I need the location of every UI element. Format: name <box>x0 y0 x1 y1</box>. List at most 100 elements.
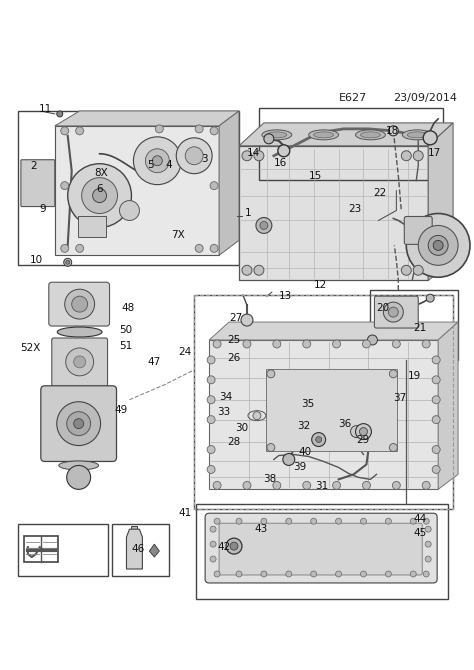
Ellipse shape <box>267 132 287 138</box>
Circle shape <box>273 340 281 348</box>
Circle shape <box>242 151 252 161</box>
FancyBboxPatch shape <box>49 282 109 326</box>
FancyBboxPatch shape <box>404 216 432 245</box>
Circle shape <box>432 376 440 384</box>
Polygon shape <box>239 123 453 146</box>
Circle shape <box>273 481 281 489</box>
Circle shape <box>207 396 215 404</box>
Circle shape <box>310 518 317 524</box>
Circle shape <box>66 348 93 376</box>
Text: 29: 29 <box>356 435 370 445</box>
Circle shape <box>428 235 448 255</box>
Text: 40: 40 <box>299 446 312 456</box>
FancyBboxPatch shape <box>21 159 55 206</box>
Circle shape <box>432 356 440 364</box>
Circle shape <box>286 571 292 577</box>
Circle shape <box>243 340 251 348</box>
Circle shape <box>422 481 430 489</box>
Text: 13: 13 <box>279 291 292 301</box>
Circle shape <box>388 126 398 136</box>
Text: 34: 34 <box>219 392 232 402</box>
Circle shape <box>146 149 169 173</box>
Circle shape <box>283 454 295 466</box>
Text: 36: 36 <box>338 419 352 429</box>
Circle shape <box>195 125 203 133</box>
Text: 51: 51 <box>119 341 133 351</box>
Circle shape <box>207 466 215 474</box>
Ellipse shape <box>59 461 99 470</box>
Circle shape <box>389 444 397 452</box>
Circle shape <box>152 155 162 165</box>
Circle shape <box>256 218 272 233</box>
Polygon shape <box>239 146 428 280</box>
Circle shape <box>236 518 242 524</box>
Text: 5: 5 <box>147 159 154 170</box>
Circle shape <box>66 261 70 264</box>
Circle shape <box>432 466 440 474</box>
Circle shape <box>213 481 221 489</box>
Circle shape <box>67 466 91 489</box>
Circle shape <box>207 356 215 364</box>
Bar <box>131 526 137 531</box>
Circle shape <box>312 433 326 446</box>
Text: 45: 45 <box>413 528 427 538</box>
Circle shape <box>392 340 401 348</box>
Circle shape <box>413 151 423 161</box>
Circle shape <box>351 425 363 438</box>
Circle shape <box>361 571 366 577</box>
Circle shape <box>207 415 215 423</box>
Circle shape <box>385 571 392 577</box>
Text: 18: 18 <box>385 126 399 136</box>
Circle shape <box>413 265 423 275</box>
Polygon shape <box>55 126 219 255</box>
Circle shape <box>254 151 264 161</box>
Text: 10: 10 <box>30 255 43 265</box>
Circle shape <box>316 437 322 443</box>
Circle shape <box>92 189 107 202</box>
Circle shape <box>76 127 83 135</box>
Text: 41: 41 <box>178 509 191 519</box>
Polygon shape <box>209 322 458 340</box>
Text: 20: 20 <box>376 303 390 313</box>
Ellipse shape <box>402 130 432 140</box>
Polygon shape <box>55 111 239 126</box>
Circle shape <box>410 571 416 577</box>
Circle shape <box>433 241 443 251</box>
Circle shape <box>303 481 310 489</box>
Circle shape <box>210 127 218 135</box>
Circle shape <box>267 444 275 452</box>
Circle shape <box>410 518 416 524</box>
Circle shape <box>226 538 242 554</box>
Circle shape <box>432 396 440 404</box>
Circle shape <box>363 481 371 489</box>
Circle shape <box>57 111 63 117</box>
Text: 52X: 52X <box>20 343 40 353</box>
Text: 9: 9 <box>40 204 46 214</box>
Circle shape <box>336 571 342 577</box>
Circle shape <box>422 340 430 348</box>
Text: 27: 27 <box>229 313 242 323</box>
FancyBboxPatch shape <box>374 296 418 328</box>
Circle shape <box>210 182 218 190</box>
Circle shape <box>426 294 434 302</box>
Circle shape <box>210 541 216 547</box>
Text: 14: 14 <box>247 148 260 157</box>
Circle shape <box>195 245 203 253</box>
Circle shape <box>286 518 292 524</box>
Circle shape <box>214 518 220 524</box>
Circle shape <box>278 145 290 157</box>
Circle shape <box>119 200 139 220</box>
FancyBboxPatch shape <box>266 369 397 450</box>
Circle shape <box>72 296 88 312</box>
FancyBboxPatch shape <box>205 513 437 583</box>
Circle shape <box>336 518 342 524</box>
Circle shape <box>207 446 215 454</box>
Bar <box>194 295 453 509</box>
Circle shape <box>333 481 340 489</box>
Bar <box>18 111 239 265</box>
Circle shape <box>230 542 238 550</box>
Text: 43: 43 <box>255 524 268 534</box>
Text: 24: 24 <box>178 347 191 357</box>
Circle shape <box>76 245 83 253</box>
Circle shape <box>210 556 216 562</box>
